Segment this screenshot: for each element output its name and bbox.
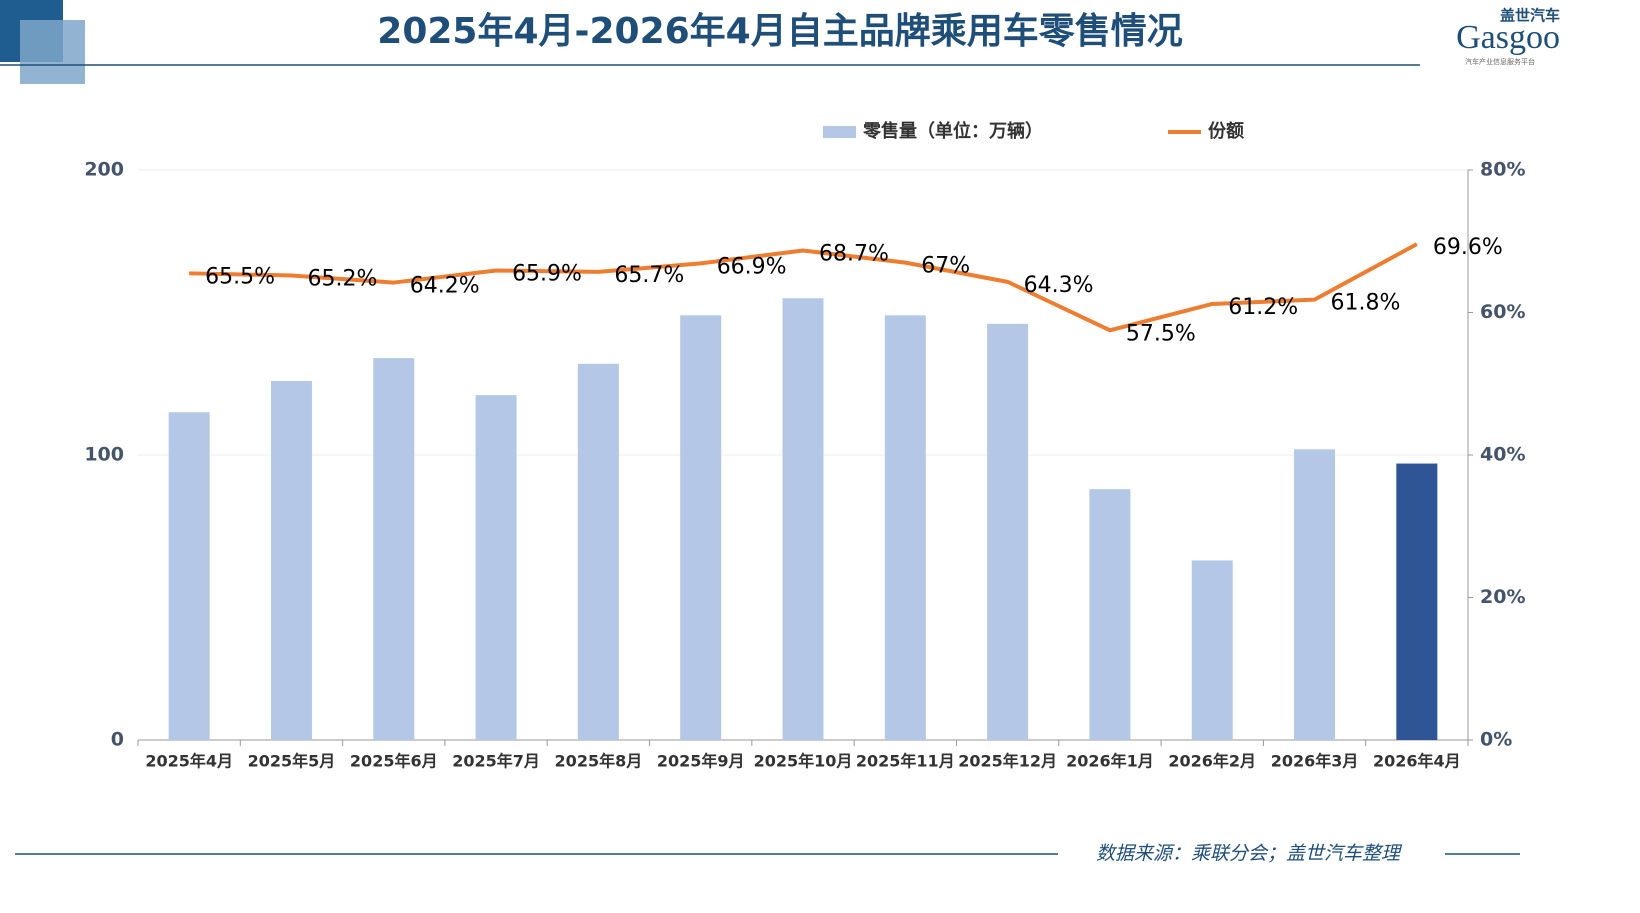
y2-tick-label: 40% [1480, 444, 1525, 466]
x-tick-label: 2025年5月 [248, 752, 336, 771]
bar [1191, 560, 1233, 740]
x-tick-label: 2026年4月 [1373, 752, 1461, 771]
chart-title: 2025年4月-2026年4月自主品牌乘用车零售情况 [377, 11, 1182, 52]
logo-tagline: 汽车产业信息服务平台 [1465, 57, 1535, 66]
x-tick-label: 2026年1月 [1066, 752, 1154, 771]
x-tick-label: 2025年11月 [856, 752, 955, 771]
legend-label: 零售量（单位：万辆） [862, 120, 1043, 142]
x-tick-label: 2025年7月 [452, 752, 540, 771]
bar [577, 363, 619, 740]
bar [884, 315, 926, 740]
x-tick-label: 2026年3月 [1271, 752, 1359, 771]
x-tick-label: 2025年4月 [145, 752, 233, 771]
source-note: 数据来源：乘联分会；盖世汽车整理 [1096, 843, 1403, 865]
data-label: 61.8% [1331, 291, 1401, 316]
data-label: 67% [921, 254, 970, 279]
data-label: 57.5% [1126, 321, 1196, 346]
x-tick-label: 2025年9月 [657, 752, 745, 771]
legend-label: 份额 [1208, 120, 1244, 142]
y-tick-label: 200 [84, 159, 124, 181]
bar [680, 315, 722, 740]
x-tick-label: 2025年8月 [555, 752, 643, 771]
bar [270, 380, 312, 740]
data-label: 65.7% [614, 263, 684, 288]
data-label: 61.2% [1228, 295, 1298, 320]
bar [782, 298, 824, 740]
x-tick-label: 2026年2月 [1168, 752, 1256, 771]
logo-name: 盖世汽车 [1500, 7, 1560, 25]
bar [475, 395, 517, 740]
bar [987, 323, 1029, 740]
data-label: 69.6% [1433, 235, 1503, 260]
y2-tick-label: 60% [1480, 301, 1525, 323]
y2-tick-label: 80% [1480, 159, 1525, 181]
bar [373, 358, 415, 740]
bar [168, 412, 210, 740]
data-label: 66.9% [717, 254, 787, 279]
data-label: 65.2% [307, 266, 377, 291]
bar [1089, 489, 1131, 740]
line [189, 242, 1418, 333]
data-label: 65.9% [512, 261, 582, 286]
legend-swatch [823, 126, 856, 138]
logo-brand: Gasgoo [1456, 19, 1560, 56]
y-tick-label: 100 [84, 444, 124, 466]
data-label: 64.2% [410, 274, 480, 299]
y-tick-label: 0 [111, 729, 124, 751]
x-tick-label: 2025年10月 [754, 752, 853, 771]
y2-tick-label: 0% [1480, 729, 1512, 751]
data-label: 64.3% [1024, 273, 1094, 298]
x-tick-label: 2025年12月 [958, 752, 1057, 771]
x-tick-label: 2025年6月 [350, 752, 438, 771]
data-label: 65.5% [205, 264, 275, 289]
data-label: 68.7% [819, 242, 889, 267]
bar [1294, 449, 1336, 740]
decor [20, 20, 85, 84]
y2-tick-label: 20% [1480, 586, 1525, 608]
bar [1396, 463, 1438, 740]
